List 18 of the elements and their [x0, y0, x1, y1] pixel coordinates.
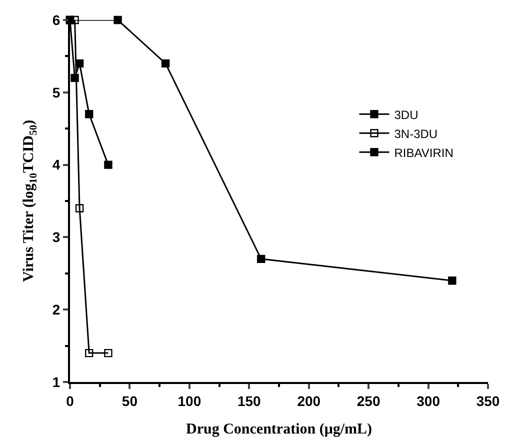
- y-tick-label: 1: [52, 374, 60, 390]
- x-axis-title: Drug Concentration (μg/mL): [186, 421, 372, 438]
- y-tick-label: 3: [52, 229, 60, 246]
- x-tick-label: 150: [237, 392, 262, 409]
- y-tick-label: 2: [52, 302, 60, 318]
- x-tick-label: 100: [178, 392, 202, 409]
- y-tick-label: 4: [52, 156, 60, 173]
- x-tick-label: 200: [297, 392, 321, 409]
- legend-label: 3DU: [394, 108, 418, 122]
- x-tick-label: 250: [356, 392, 380, 409]
- x-tick-label: 350: [476, 392, 500, 409]
- legend-label: 3N-3DU: [394, 126, 438, 141]
- x-tick-label: 300: [416, 392, 440, 409]
- x-tick-label: 0: [66, 392, 74, 409]
- legend-label: RIBAVIRIN: [394, 146, 454, 160]
- y-tick-label: 5: [52, 84, 60, 100]
- y-tick-label: 6: [52, 12, 60, 28]
- x-tick-label: 50: [122, 392, 138, 409]
